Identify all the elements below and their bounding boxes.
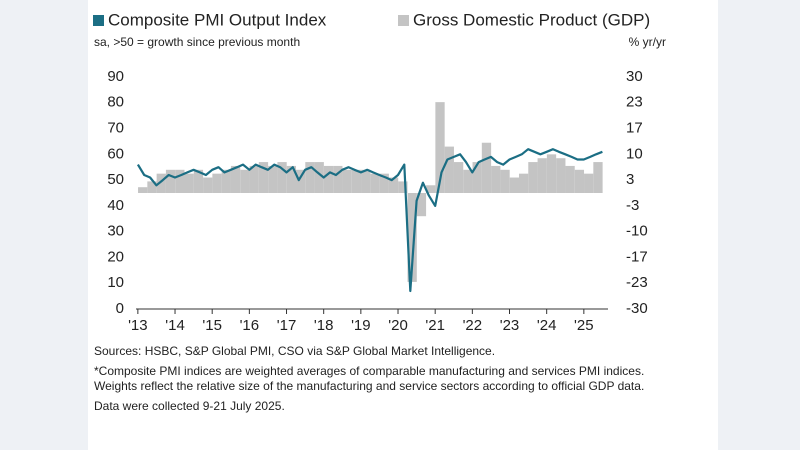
bar bbox=[574, 169, 585, 193]
y-tick-label: 0 bbox=[116, 300, 124, 317]
y2-axis-label: % yr/yr bbox=[629, 35, 666, 49]
bar bbox=[258, 162, 269, 193]
bar bbox=[500, 169, 510, 193]
bar bbox=[221, 169, 231, 193]
footnote: Data were collected 9-21 July 2025. bbox=[94, 399, 285, 413]
line bbox=[136, 148, 603, 293]
bar bbox=[147, 181, 157, 193]
bar bbox=[138, 187, 148, 193]
footnote: *Composite PMI indices are weighted aver… bbox=[94, 364, 645, 393]
x-tick-label: '23 bbox=[500, 317, 520, 334]
bar bbox=[295, 169, 306, 193]
bar bbox=[556, 158, 566, 193]
bar bbox=[314, 162, 324, 193]
bar bbox=[546, 154, 557, 193]
bar bbox=[444, 146, 454, 193]
x-tick-label: '18 bbox=[314, 317, 334, 334]
panel bbox=[88, 0, 718, 450]
y2-tick-label: 17 bbox=[626, 120, 643, 137]
y-tick-label: 40 bbox=[107, 197, 124, 214]
bar bbox=[212, 173, 222, 193]
y-tick-label: 50 bbox=[107, 171, 124, 188]
x-tick-label: '17 bbox=[277, 317, 297, 334]
x-tick-label: '19 bbox=[351, 317, 371, 334]
x-tick-label: '22 bbox=[463, 317, 483, 334]
bar bbox=[193, 169, 204, 193]
y2-tick-label: -30 bbox=[626, 300, 648, 317]
bar bbox=[407, 193, 417, 282]
y-tick-label: 60 bbox=[107, 145, 124, 162]
y-tick-label: 80 bbox=[107, 94, 124, 111]
bar bbox=[565, 165, 575, 193]
bar bbox=[240, 169, 250, 193]
y2-tick-label: 3 bbox=[626, 171, 634, 188]
y-tick-label: 30 bbox=[107, 223, 124, 240]
bar bbox=[398, 181, 408, 193]
bar bbox=[203, 177, 213, 193]
y2-tick-label: -17 bbox=[626, 248, 648, 265]
bar bbox=[453, 162, 464, 193]
bar bbox=[156, 173, 166, 193]
y2-tick-label: 10 bbox=[626, 145, 643, 162]
bar bbox=[528, 162, 538, 193]
y-tick-label: 20 bbox=[107, 248, 124, 265]
bar bbox=[342, 169, 352, 193]
bar bbox=[165, 169, 176, 193]
bar bbox=[184, 173, 194, 193]
bar bbox=[277, 162, 287, 193]
bar bbox=[361, 169, 371, 193]
bar bbox=[305, 162, 315, 193]
bar bbox=[481, 142, 492, 193]
bar bbox=[593, 162, 603, 193]
legend-label: Gross Domestic Product (GDP) bbox=[413, 10, 650, 29]
y-tick-label: 10 bbox=[107, 274, 124, 291]
bar bbox=[286, 165, 296, 193]
bar bbox=[388, 177, 399, 193]
chart: Composite PMI Output Index Gross Domesti… bbox=[93, 10, 666, 334]
bar bbox=[379, 173, 389, 193]
bar bbox=[472, 162, 482, 193]
x-tick-label: '16 bbox=[240, 317, 260, 334]
bar bbox=[323, 165, 334, 193]
legend-swatch bbox=[93, 15, 104, 26]
bar bbox=[426, 185, 436, 193]
legend-swatch bbox=[398, 15, 409, 26]
footnotes: Sources: HSBC, S&P Global PMI, CSO via S… bbox=[94, 344, 654, 419]
y2-tick-label: -3 bbox=[626, 197, 639, 214]
bar bbox=[351, 169, 362, 193]
bar bbox=[584, 173, 594, 193]
bar bbox=[249, 165, 259, 193]
footnote: Sources: HSBC, S&P Global PMI, CSO via S… bbox=[94, 344, 496, 358]
y2-tick-label: 23 bbox=[626, 94, 643, 111]
bar bbox=[537, 158, 547, 193]
y2-tick-label: -10 bbox=[626, 223, 648, 240]
bar bbox=[509, 177, 519, 193]
bar bbox=[435, 102, 445, 193]
x-tick-label: '21 bbox=[425, 317, 445, 334]
x-tick-label: '15 bbox=[202, 317, 222, 334]
x-tick-label: '24 bbox=[537, 317, 557, 334]
bar bbox=[230, 165, 241, 193]
bar bbox=[175, 169, 185, 193]
bar bbox=[268, 165, 278, 193]
x-tick-label: '20 bbox=[388, 317, 408, 334]
y-tick-label: 70 bbox=[107, 120, 124, 137]
bar bbox=[333, 165, 343, 193]
legend-label: Composite PMI Output Index bbox=[108, 10, 327, 29]
bar bbox=[491, 165, 501, 193]
x-tick-label: '14 bbox=[165, 317, 185, 334]
x-tick-label: '13 bbox=[128, 317, 148, 334]
y-tick-label: 90 bbox=[107, 68, 124, 85]
y2-tick-label: 30 bbox=[626, 68, 643, 85]
y-axis-label: sa, >50 = growth since previous month bbox=[94, 35, 300, 49]
bar bbox=[416, 193, 427, 217]
bar bbox=[518, 173, 529, 193]
bar bbox=[370, 173, 380, 193]
y2-tick-label: -23 bbox=[626, 274, 648, 291]
x-tick-label: '25 bbox=[574, 317, 594, 334]
bar bbox=[463, 169, 473, 193]
